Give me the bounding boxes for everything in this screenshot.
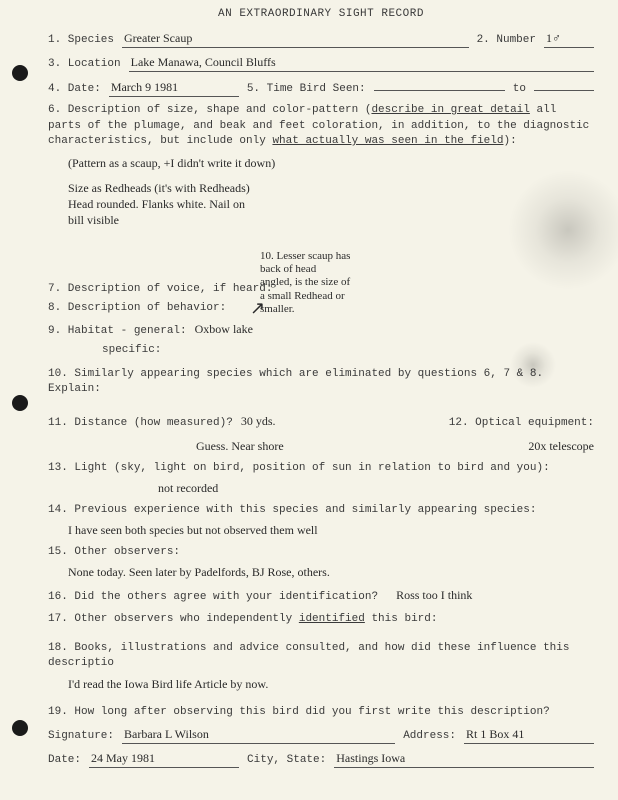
q1-value: Greater Scaup <box>122 30 469 48</box>
q4-label: 4. Date: <box>48 82 101 97</box>
q12-label: 12. Optical equipment: <box>449 416 594 431</box>
q11-sub: Guess. Near shore <box>196 438 284 455</box>
q9-specific-label: specific: <box>48 343 594 358</box>
q13-label: 13. Light (sky, light on bird, position … <box>48 461 594 476</box>
q4-value: March 9 1981 <box>109 79 239 97</box>
address-label: Address: <box>403 729 456 744</box>
signature-value: Barbara L Wilson <box>122 726 395 744</box>
q15-value: None today. Seen later by Padelfords, BJ… <box>48 564 594 581</box>
city-label: City, State: <box>247 753 326 768</box>
q6-label: 6. Description of size, shape and color-… <box>48 103 594 149</box>
form-title: AN EXTRAORDINARY SIGHT RECORD <box>48 8 594 20</box>
q11-label: 11. Distance (how measured)? <box>48 416 233 431</box>
q15-label: 15. Other observers: <box>48 545 594 560</box>
signature-label: Signature: <box>48 729 114 744</box>
punch-hole <box>12 395 28 411</box>
q12-value: 20x telescope <box>528 438 594 455</box>
q16-value: Ross too I think <box>396 587 472 604</box>
margin-note-10: 10. Lesser scaup has back of head angled… <box>260 250 460 316</box>
q14-value: I have seen both species but not observe… <box>48 522 594 539</box>
q5-to: to <box>513 82 526 97</box>
arrow-icon: ↗ <box>250 298 265 319</box>
date-label: Date: <box>48 753 81 768</box>
q5-end <box>534 90 594 91</box>
q17-label: 17. Other observers who independently id… <box>48 612 594 627</box>
city-value: Hastings Iowa <box>334 750 594 768</box>
q3-value: Lake Manawa, Council Bluffs <box>129 54 594 72</box>
q18-value: I'd read the Iowa Bird life Article by n… <box>48 676 594 693</box>
q2-label: 2. Number <box>477 33 536 48</box>
q2-value: 1♂ <box>544 30 594 48</box>
q1-label: 1. Species <box>48 33 114 48</box>
q6-answer: (Pattern as a scaup, +I didn't write it … <box>68 155 594 228</box>
q3-label: 3. Location <box>48 57 121 72</box>
q18-label: 18. Books, illustrations and advice cons… <box>48 641 594 672</box>
q19-label: 19. How long after observing this bird d… <box>48 705 594 720</box>
q10-label: 10. Similarly appearing species which ar… <box>48 367 594 398</box>
address-value: Rt 1 Box 41 <box>464 726 594 744</box>
q16-label: 16. Did the others agree with your ident… <box>48 590 378 605</box>
q5-from <box>374 90 505 91</box>
punch-hole <box>12 720 28 736</box>
date-value: 24 May 1981 <box>89 750 239 768</box>
punch-hole <box>12 65 28 81</box>
q5-label: 5. Time Bird Seen: <box>247 82 366 97</box>
q13-value: not recorded <box>48 480 594 497</box>
q14-label: 14. Previous experience with this specie… <box>48 503 594 518</box>
q11-value: 30 yds. <box>241 413 276 430</box>
q9-label: 9. Habitat - general: <box>48 324 187 339</box>
q9-value: Oxbow lake <box>195 321 253 338</box>
